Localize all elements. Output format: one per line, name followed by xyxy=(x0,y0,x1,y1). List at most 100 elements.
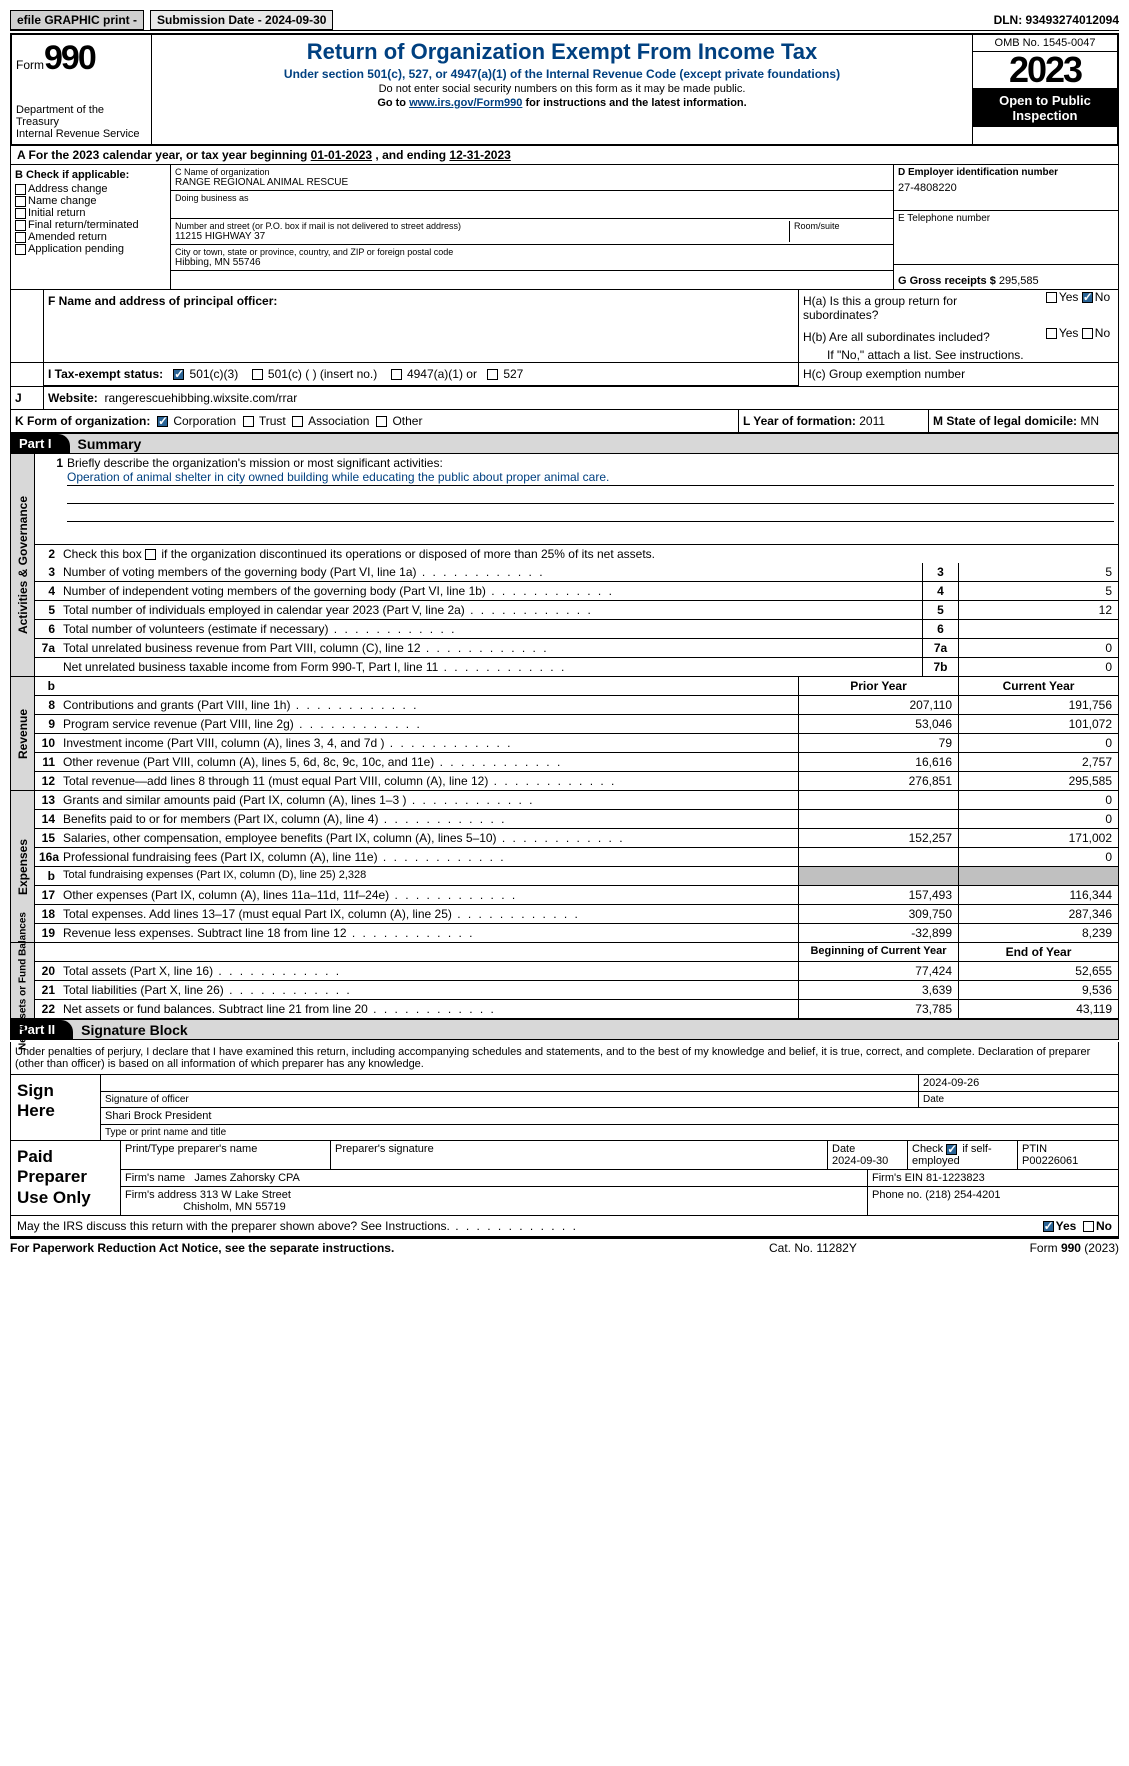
city: Hibbing, MN 55746 xyxy=(175,257,889,268)
org-form-label: K Form of organization: xyxy=(15,414,150,428)
current-year-hdr: Current Year xyxy=(958,677,1118,695)
domicile: MN xyxy=(1080,414,1099,428)
exp-tab: Expenses xyxy=(16,838,30,894)
section-ij: I Tax-exempt status: 501(c)(3) 501(c) ( … xyxy=(10,363,1119,387)
cat-no: Cat. No. 11282Y xyxy=(769,1241,969,1255)
hb-yes[interactable] xyxy=(1046,328,1057,339)
mission-label: Briefly describe the organization's miss… xyxy=(67,456,443,470)
net-tab: Net Assets or Fund Balances xyxy=(17,911,28,1049)
box-b: B Check if applicable: Address change Na… xyxy=(11,165,171,289)
cb-final-return[interactable]: Final return/terminated xyxy=(15,219,166,231)
submission-date-label: Submission Date - 2024-09-30 xyxy=(150,10,333,30)
rev-tab: Revenue xyxy=(16,708,30,758)
cb-self-employed[interactable] xyxy=(946,1144,957,1155)
cb-name-change[interactable]: Name change xyxy=(15,195,166,207)
exp-row: 15Salaries, other compensation, employee… xyxy=(35,829,1118,848)
cb-amended-return[interactable]: Amended return xyxy=(15,231,166,243)
firm-name-label: Firm's name xyxy=(125,1172,185,1184)
firm-phone-label: Phone no. xyxy=(872,1189,922,1201)
form-header: Form990 Department of the Treasury Inter… xyxy=(10,33,1119,146)
rev-row: 8Contributions and grants (Part VIII, li… xyxy=(35,696,1118,715)
firm-name: James Zahorsky CPA xyxy=(194,1172,300,1184)
sig-date-label: Date xyxy=(918,1092,1118,1108)
net-row: 21Total liabilities (Part X, line 26)3,6… xyxy=(35,981,1118,1000)
begin-year-hdr: Beginning of Current Year xyxy=(798,943,958,961)
cb-other[interactable] xyxy=(376,416,387,427)
gov-row: 7aTotal unrelated business revenue from … xyxy=(35,639,1118,658)
rev-row: 9Program service revenue (Part VIII, lin… xyxy=(35,715,1118,734)
net-row: 22Net assets or fund balances. Subtract … xyxy=(35,1000,1118,1018)
ha-label: H(a) Is this a group return for subordin… xyxy=(803,294,957,322)
firm-addr-label: Firm's address xyxy=(125,1189,197,1201)
box-deg: D Employer identification number27-48082… xyxy=(893,165,1118,289)
gov-tab: Activities & Governance xyxy=(16,496,30,634)
cb-corporation[interactable] xyxy=(157,416,168,427)
gov-row: 3Number of voting members of the governi… xyxy=(35,563,1118,582)
preparer-block: Paid Preparer Use Only Print/Type prepar… xyxy=(10,1141,1119,1216)
website-value: rangerescuehibbing.wixsite.com/rrar xyxy=(104,391,297,405)
gov-row: Net unrelated business taxable income fr… xyxy=(35,658,1118,676)
sig-officer-label: Signature of officer xyxy=(101,1092,918,1108)
gov-section: Activities & Governance 1Briefly describ… xyxy=(10,454,1119,677)
officer-name: Shari Brock President xyxy=(101,1108,1118,1125)
mission-text: Operation of animal shelter in city owne… xyxy=(67,470,1114,486)
city-label: City or town, state or province, country… xyxy=(175,247,889,257)
form-990-page: efile GRAPHIC print - Submission Date - … xyxy=(0,0,1129,1265)
cb-501c[interactable] xyxy=(252,369,263,380)
tax-year: 2023 xyxy=(973,52,1117,89)
dept-treasury: Department of the Treasury xyxy=(16,104,147,128)
discuss-yes[interactable] xyxy=(1043,1221,1054,1232)
ha-no[interactable] xyxy=(1082,292,1093,303)
ein-label: D Employer identification number xyxy=(898,167,1114,178)
org-name: RANGE REGIONAL ANIMAL RESCUE xyxy=(175,177,889,188)
rev-section: Revenue bPrior YearCurrent Year 8Contrib… xyxy=(10,677,1119,791)
perjury-declaration: Under penalties of perjury, I declare th… xyxy=(11,1042,1118,1074)
cb-4947[interactable] xyxy=(391,369,402,380)
top-bar: efile GRAPHIC print - Submission Date - … xyxy=(10,10,1119,31)
firm-addr1: 313 W Lake Street xyxy=(200,1189,291,1201)
rev-row: 11Other revenue (Part VIII, column (A), … xyxy=(35,753,1118,772)
cb-address-change[interactable]: Address change xyxy=(15,183,166,195)
prep-date-hdr: Date xyxy=(832,1143,855,1155)
footer: For Paperwork Reduction Act Notice, see … xyxy=(10,1237,1119,1255)
cb-association[interactable] xyxy=(292,416,303,427)
part-i-title: Summary xyxy=(70,436,142,452)
cb-501c3[interactable] xyxy=(173,369,184,380)
gross-receipts-label: G Gross receipts $ xyxy=(898,275,999,287)
cb-application-pending[interactable]: Application pending xyxy=(15,243,166,255)
prep-sig-hdr: Preparer's signature xyxy=(331,1141,828,1169)
sig-date: 2024-09-26 xyxy=(918,1075,1118,1092)
prior-year-hdr: Prior Year xyxy=(798,677,958,695)
tax-status-label: I Tax-exempt status: xyxy=(48,367,163,381)
efile-print-button[interactable]: efile GRAPHIC print - xyxy=(10,10,144,30)
discuss-no[interactable] xyxy=(1083,1221,1094,1232)
section-bcd: B Check if applicable: Address change Na… xyxy=(10,165,1119,290)
cb-discontinued[interactable] xyxy=(145,549,156,560)
exp-row: 13Grants and similar amounts paid (Part … xyxy=(35,791,1118,810)
rev-row: 12Total revenue—add lines 8 through 11 (… xyxy=(35,772,1118,790)
paperwork-notice: For Paperwork Reduction Act Notice, see … xyxy=(10,1241,769,1255)
street-label: Number and street (or P.O. box if mail i… xyxy=(175,221,789,231)
hb-no[interactable] xyxy=(1082,328,1093,339)
hb-label: H(b) Are all subordinates included? xyxy=(803,330,990,344)
box-b-label: B Check if applicable: xyxy=(15,169,166,181)
exp-row: 16aProfessional fundraising fees (Part I… xyxy=(35,848,1118,867)
cb-trust[interactable] xyxy=(243,416,254,427)
type-name-label: Type or print name and title xyxy=(101,1125,1118,1140)
end-year-hdr: End of Year xyxy=(958,943,1118,961)
gov-row: 6Total number of volunteers (estimate if… xyxy=(35,620,1118,639)
form-word: Form xyxy=(16,58,44,72)
ptin-label: PTIN xyxy=(1022,1143,1047,1155)
cb-527[interactable] xyxy=(487,369,498,380)
line-a: A For the 2023 calendar year, or tax yea… xyxy=(10,146,1119,165)
exp-row: 17Other expenses (Part IX, column (A), l… xyxy=(35,886,1118,905)
ha-yes[interactable] xyxy=(1046,292,1057,303)
box-c: C Name of organizationRANGE REGIONAL ANI… xyxy=(171,165,893,289)
irs-link[interactable]: www.irs.gov/Form990 xyxy=(409,97,522,109)
cb-initial-return[interactable]: Initial return xyxy=(15,207,166,219)
prep-date: 2024-09-30 xyxy=(832,1155,888,1167)
firm-ein-label: Firm's EIN xyxy=(872,1172,923,1184)
net-section: Net Assets or Fund Balances Beginning of… xyxy=(10,943,1119,1019)
firm-phone: (218) 254-4201 xyxy=(925,1189,1000,1201)
year-formation: 2011 xyxy=(859,414,885,428)
